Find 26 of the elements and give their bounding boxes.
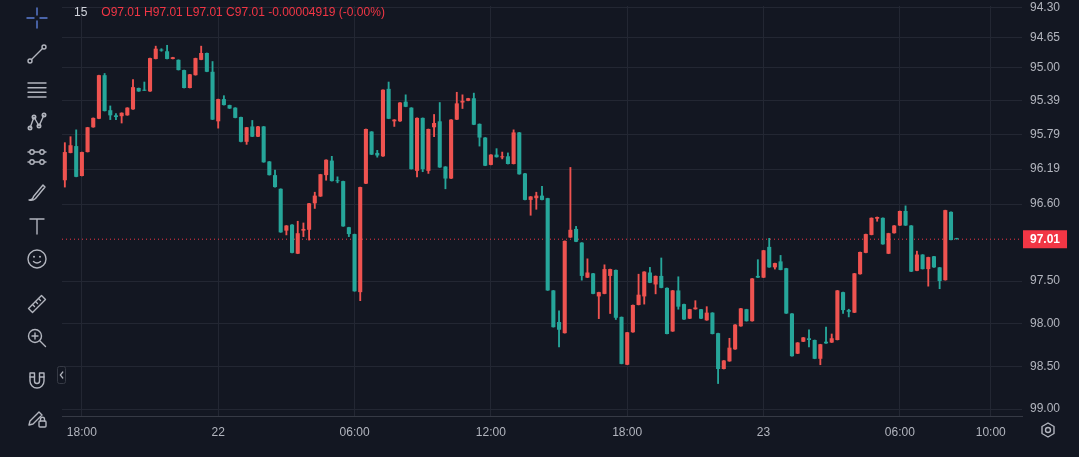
candlestick [159,48,164,52]
x-tick-label: 22 [211,424,226,439]
y-tick-label: 98.50 [1030,358,1061,373]
y-tick-label: 98.00 [1030,316,1061,331]
y-tick-label: 95.00 [1030,59,1061,74]
y-tick-label: 96.19 [1030,161,1061,176]
candlestick [806,329,812,348]
x-tick-label: 06:00 [884,424,916,439]
x-tick-label: 12:00 [475,424,507,439]
y-tick-label: 96.60 [1030,196,1061,211]
y-tick-label: 94.30 [1030,0,1061,15]
y-tick-label: 97.50 [1030,273,1061,288]
x-tick-label: 06:00 [339,424,370,439]
x-tick-label: 10:00 [975,424,1007,439]
y-tick-label: 99.00 [1030,401,1061,416]
x-tick-label: 18:00 [66,424,98,439]
annotation: O97.01 H97.01 L97.01 C97.01 -0.00004919 (-0.00%) [101,5,385,20]
chart-title: 15 [74,5,88,20]
candlestick [755,259,760,278]
candlestick [568,167,573,238]
ref-line-label: 97.01 [1030,232,1061,246]
x-tick-label: 23 [756,424,771,439]
x-tick-label: 18:00 [612,424,643,439]
y-tick-label: 94.65 [1030,29,1061,44]
y-tick-label: 95.79 [1030,127,1061,142]
y-tick-label: 95.39 [1030,93,1061,108]
